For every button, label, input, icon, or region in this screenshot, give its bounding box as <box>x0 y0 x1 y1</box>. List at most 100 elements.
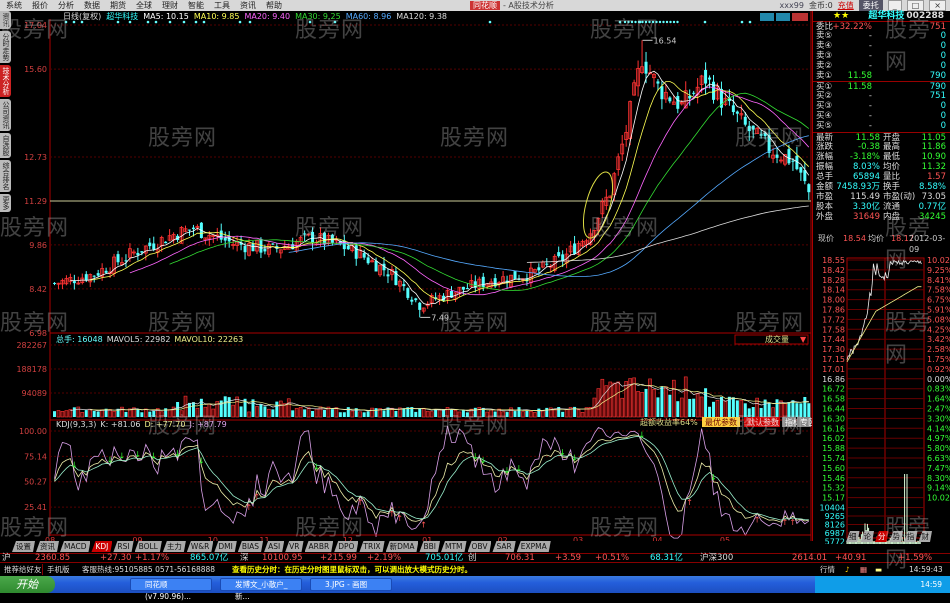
menu-item[interactable]: 系统 <box>6 1 22 10</box>
indicator-tab[interactable]: ASI <box>264 541 284 552</box>
quote-label: 卖② <box>816 61 833 72</box>
candle <box>266 241 271 258</box>
calendar-icon[interactable]: ▦ <box>860 565 868 574</box>
volume-bar <box>533 412 537 418</box>
candle <box>787 144 791 166</box>
indicator-tab[interactable]: SAR <box>492 541 515 552</box>
intraday-tab[interactable]: 论 <box>861 531 875 542</box>
zoom-icon[interactable] <box>760 13 774 21</box>
menu-item[interactable]: 工具 <box>214 1 230 10</box>
indicator-tab[interactable]: TRIX <box>359 541 384 552</box>
indicator-tab[interactable]: 主力 <box>163 541 186 552</box>
side-tab[interactable]: 资讯 <box>0 11 11 29</box>
indicator-tab[interactable]: MACD <box>60 541 90 552</box>
indicator-tab[interactable]: KDJ <box>91 541 112 552</box>
indicator-tab[interactable]: MTM <box>441 541 467 552</box>
candle-body <box>397 280 402 287</box>
task-tonghuashun[interactable]: 同花顺(v7.90.96)... <box>130 578 212 601</box>
maximize-button[interactable]: □ <box>906 0 925 11</box>
candle <box>255 239 259 254</box>
stat-label: 涨幅 <box>816 151 834 162</box>
volume-bar <box>537 408 541 417</box>
indicator-tab[interactable]: 资讯 <box>36 541 59 552</box>
candle-body <box>763 132 767 137</box>
indicator-tab[interactable]: ARBR <box>305 541 334 552</box>
quote-label: 买③ <box>816 101 833 112</box>
quote-button[interactable]: 行情 <box>820 565 835 574</box>
candle-body <box>266 243 271 255</box>
buy-arrow-icon: ↑ <box>754 516 761 525</box>
menu-item[interactable]: 全球 <box>136 1 152 10</box>
recharge-link[interactable]: 充值 <box>837 1 854 10</box>
mavol10-label: MAVOL10: 22263 <box>174 335 243 344</box>
message-icon[interactable]: ▬ <box>875 565 883 574</box>
menu-item[interactable]: 智能 <box>188 1 204 10</box>
indicator-tab[interactable]: BBI <box>419 541 440 552</box>
menu-item[interactable]: 帮助 <box>266 1 282 10</box>
side-tab[interactable]: 自选股 <box>0 133 11 158</box>
stat-value-2: 34245 <box>918 211 946 222</box>
volume-bar <box>521 411 525 418</box>
candle <box>628 100 633 146</box>
bell-icon[interactable]: ♪ <box>845 565 850 574</box>
menu-item[interactable]: 期货 <box>110 1 126 10</box>
minimize-button[interactable]: _ <box>887 0 902 11</box>
side-tab[interactable]: 更多 <box>0 194 11 212</box>
high-label: 16.54 <box>654 36 677 45</box>
candle <box>671 95 676 105</box>
volume-bar <box>80 412 85 418</box>
volume-bar <box>437 409 442 418</box>
candle <box>124 254 128 268</box>
task-blog[interactable]: 发博文_小散户_新... <box>220 578 302 601</box>
stat-value-2: 11.32 <box>921 161 946 172</box>
indicator-tab[interactable]: 新DMA <box>386 541 419 552</box>
entrust-button[interactable]: 委托 <box>858 0 883 11</box>
ma-line <box>288 135 809 277</box>
indicator-tab[interactable]: BOLL <box>135 541 162 552</box>
indicator-tab[interactable]: RSI <box>113 541 133 552</box>
start-button[interactable]: 开始 <box>0 576 55 593</box>
volume-bar <box>235 396 239 418</box>
side-tab[interactable]: 综合排名 <box>0 160 11 192</box>
kline-chart[interactable]: 17.04 15.60 12.73 11.29 9.86 8.42 6.98 16.54 7.4… <box>0 11 812 541</box>
menu-item[interactable]: 理财 <box>162 1 178 10</box>
mobile-link[interactable]: 手机版 <box>42 564 70 575</box>
close-button[interactable]: × <box>929 0 946 11</box>
intraday-tab[interactable]: 细 <box>846 531 860 542</box>
side-tab[interactable]: 技术分析 <box>0 65 11 97</box>
indicator-tab[interactable]: DPO <box>334 541 358 552</box>
menu-item[interactable]: 报价 <box>32 1 48 10</box>
indicator-tab[interactable]: W&R <box>187 541 213 552</box>
candle <box>203 237 208 245</box>
side-tab[interactable]: 公司资讯 <box>0 99 11 131</box>
intraday-tab[interactable]: 财 <box>919 531 933 542</box>
ma-line <box>526 205 809 263</box>
best-params-button[interactable] <box>702 417 740 427</box>
candle-body <box>552 255 557 271</box>
indicator-select[interactable] <box>734 334 809 345</box>
menu-item[interactable]: 资讯 <box>240 1 256 10</box>
indicator-tab[interactable]: EXPMA <box>517 541 551 552</box>
menu-item[interactable]: 数据 <box>84 1 100 10</box>
side-tab[interactable]: 分时走势 <box>0 31 11 63</box>
recommend-link[interactable]: 推荐给好友 <box>4 565 42 574</box>
menu-item[interactable]: 分析 <box>58 1 74 10</box>
intraday-tab[interactable]: 指 <box>904 531 918 542</box>
intraday-tab[interactable]: 分 <box>875 531 889 542</box>
indicator-tab[interactable]: DMI <box>214 541 236 552</box>
candle-body <box>120 262 124 265</box>
candle-body <box>652 73 656 79</box>
layout-icon[interactable] <box>776 13 790 21</box>
task-paint[interactable]: 3.JPG - 画图 <box>310 578 392 591</box>
index-button[interactable] <box>782 417 796 427</box>
indicator-tab[interactable]: BIAS <box>238 541 263 552</box>
volume-bar <box>541 410 545 418</box>
indicator-tab[interactable]: VR <box>285 541 303 552</box>
indicator-tab[interactable]: OBV <box>468 541 492 552</box>
add-stock-icon[interactable] <box>792 13 808 21</box>
default-params-button[interactable] <box>744 417 780 427</box>
intraday-chart[interactable]: 18.55 10.02% 18.42 9.25% 18.28 8.41% 18.14 7.58… <box>813 244 950 544</box>
zone-button[interactable] <box>797 417 811 427</box>
indicator-tab[interactable]: 设置 <box>12 541 35 552</box>
intraday-tab[interactable]: 势 <box>890 531 904 542</box>
